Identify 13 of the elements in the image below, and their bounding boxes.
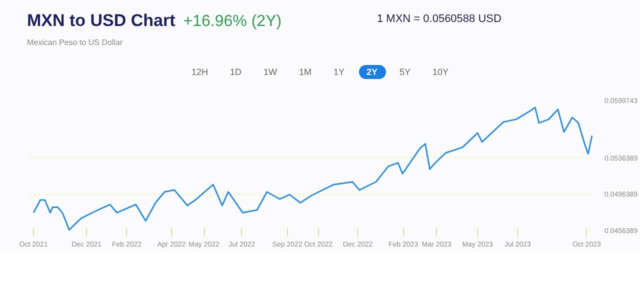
text: +16.96% (2Y) (183, 13, 282, 30)
text: 1W (262, 66, 278, 79)
text: 1Y (332, 66, 346, 79)
text: 12H (190, 66, 209, 79)
text: 2Y (358, 65, 386, 79)
text: 1D (228, 66, 242, 79)
line-series (32, 106, 593, 230)
chart-title: MXN to USD Chart (27, 11, 176, 30)
text: 1 MXN = 0.0560588 USD (377, 12, 502, 27)
text: 1M (298, 66, 312, 79)
text: 5Y (398, 66, 412, 79)
chart-subtitle: Mexican Peso to US Dollar (27, 37, 123, 48)
text: 10Y (432, 66, 450, 79)
